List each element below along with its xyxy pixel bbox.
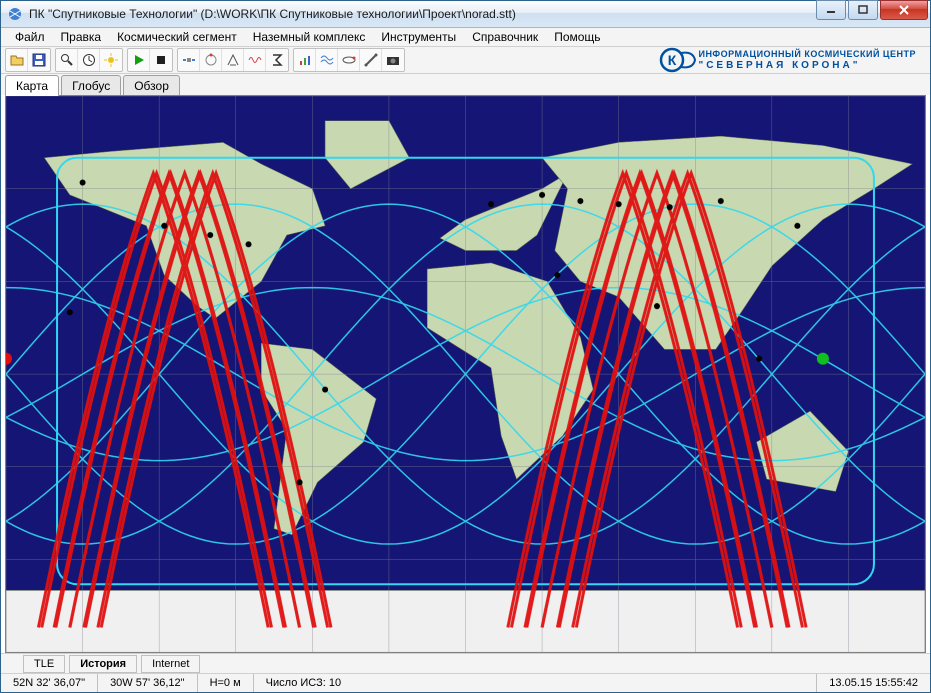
status-h: H=0 м — [197, 674, 253, 692]
window-title: ПК "Спутниковые Технологии" (D:\WORK\ПК … — [29, 7, 814, 21]
status-count: Число ИСЗ: 10 — [253, 674, 353, 692]
waves-icon[interactable] — [316, 49, 338, 71]
source-tle[interactable]: TLE — [23, 655, 65, 673]
tab-view[interactable]: Обзор — [123, 75, 180, 96]
menu-reference[interactable]: Справочник — [464, 28, 546, 46]
tabbar: Карта Глобус Обзор — [1, 74, 930, 95]
status-datetime: 13.05.15 15:55:42 — [816, 674, 930, 692]
maximize-button[interactable] — [848, 0, 878, 20]
stop-icon[interactable] — [150, 49, 172, 71]
clock-icon[interactable] — [78, 49, 100, 71]
save-icon[interactable] — [28, 49, 50, 71]
status-lat: 52N 32' 36,07" — [1, 674, 97, 692]
world-map[interactable] — [5, 95, 926, 653]
logo-line2: "СЕВЕРНАЯ КОРОНА" — [698, 60, 916, 71]
camera-icon[interactable] — [382, 49, 404, 71]
sun-icon[interactable] — [100, 49, 122, 71]
svg-text:К: К — [668, 52, 677, 68]
source-internet[interactable]: Internet — [141, 655, 200, 673]
menu-ground[interactable]: Наземный комплекс — [245, 28, 374, 46]
menu-space[interactable]: Космический сегмент — [109, 28, 245, 46]
logo-icon: К — [658, 47, 698, 73]
app-window: ПК "Спутниковые Технологии" (D:\WORK\ПК … — [0, 0, 931, 693]
menubar: Файл Правка Космический сегмент Наземный… — [1, 28, 930, 48]
tab-map[interactable]: Карта — [5, 75, 59, 96]
minimize-button[interactable] — [816, 0, 846, 20]
chart-icon[interactable] — [294, 49, 316, 71]
find-icon[interactable] — [56, 49, 78, 71]
wave-icon[interactable] — [244, 49, 266, 71]
logo: К ИНФОРМАЦИОННЫЙ КОСМИЧЕСКИЙ ЦЕНТР "СЕВЕ… — [658, 47, 926, 73]
menu-tools[interactable]: Инструменты — [373, 28, 464, 46]
statusbar-coords: 52N 32' 36,07" 30W 57' 36,12" H=0 м Числ… — [1, 673, 930, 692]
sat2-icon[interactable] — [200, 49, 222, 71]
close-button[interactable] — [880, 0, 928, 20]
sigma-icon[interactable] — [266, 49, 288, 71]
orbit-icon[interactable] — [338, 49, 360, 71]
source-history[interactable]: История — [69, 655, 137, 673]
menu-edit[interactable]: Правка — [53, 28, 110, 46]
menu-help[interactable]: Помощь — [546, 28, 608, 46]
app-icon — [7, 6, 23, 22]
titlebar: ПК "Спутниковые Технологии" (D:\WORK\ПК … — [1, 1, 930, 28]
open-icon[interactable] — [6, 49, 28, 71]
status-lon: 30W 57' 36,12" — [97, 674, 197, 692]
statusbar-sources: TLE История Internet — [1, 653, 930, 673]
logo-line1: ИНФОРМАЦИОННЫЙ КОСМИЧЕСКИЙ ЦЕНТР — [698, 49, 916, 60]
toolbar: К ИНФОРМАЦИОННЫЙ КОСМИЧЕСКИЙ ЦЕНТР "СЕВЕ… — [1, 47, 930, 74]
sat1-icon[interactable] — [178, 49, 200, 71]
tab-globe[interactable]: Глобус — [61, 75, 121, 96]
measure-icon[interactable] — [360, 49, 382, 71]
menu-file[interactable]: Файл — [7, 28, 53, 46]
antenna-icon[interactable] — [222, 49, 244, 71]
window-controls — [814, 0, 928, 20]
play-icon[interactable] — [128, 49, 150, 71]
